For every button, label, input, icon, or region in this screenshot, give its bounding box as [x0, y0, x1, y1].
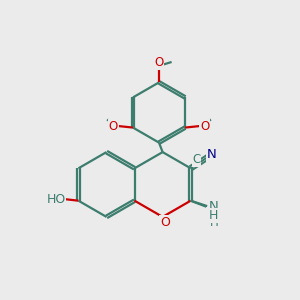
Text: C: C: [192, 153, 201, 167]
Text: O: O: [154, 56, 164, 69]
Text: N: N: [210, 208, 219, 221]
Text: H: H: [207, 213, 216, 226]
Text: HO: HO: [46, 193, 66, 206]
Text: N: N: [209, 200, 219, 213]
Text: O: O: [109, 120, 118, 133]
Text: N: N: [207, 148, 217, 161]
Text: H: H: [210, 216, 219, 229]
Text: N: N: [207, 203, 217, 216]
Text: H: H: [209, 209, 218, 222]
Text: O: O: [160, 216, 170, 229]
Text: O: O: [200, 120, 209, 133]
